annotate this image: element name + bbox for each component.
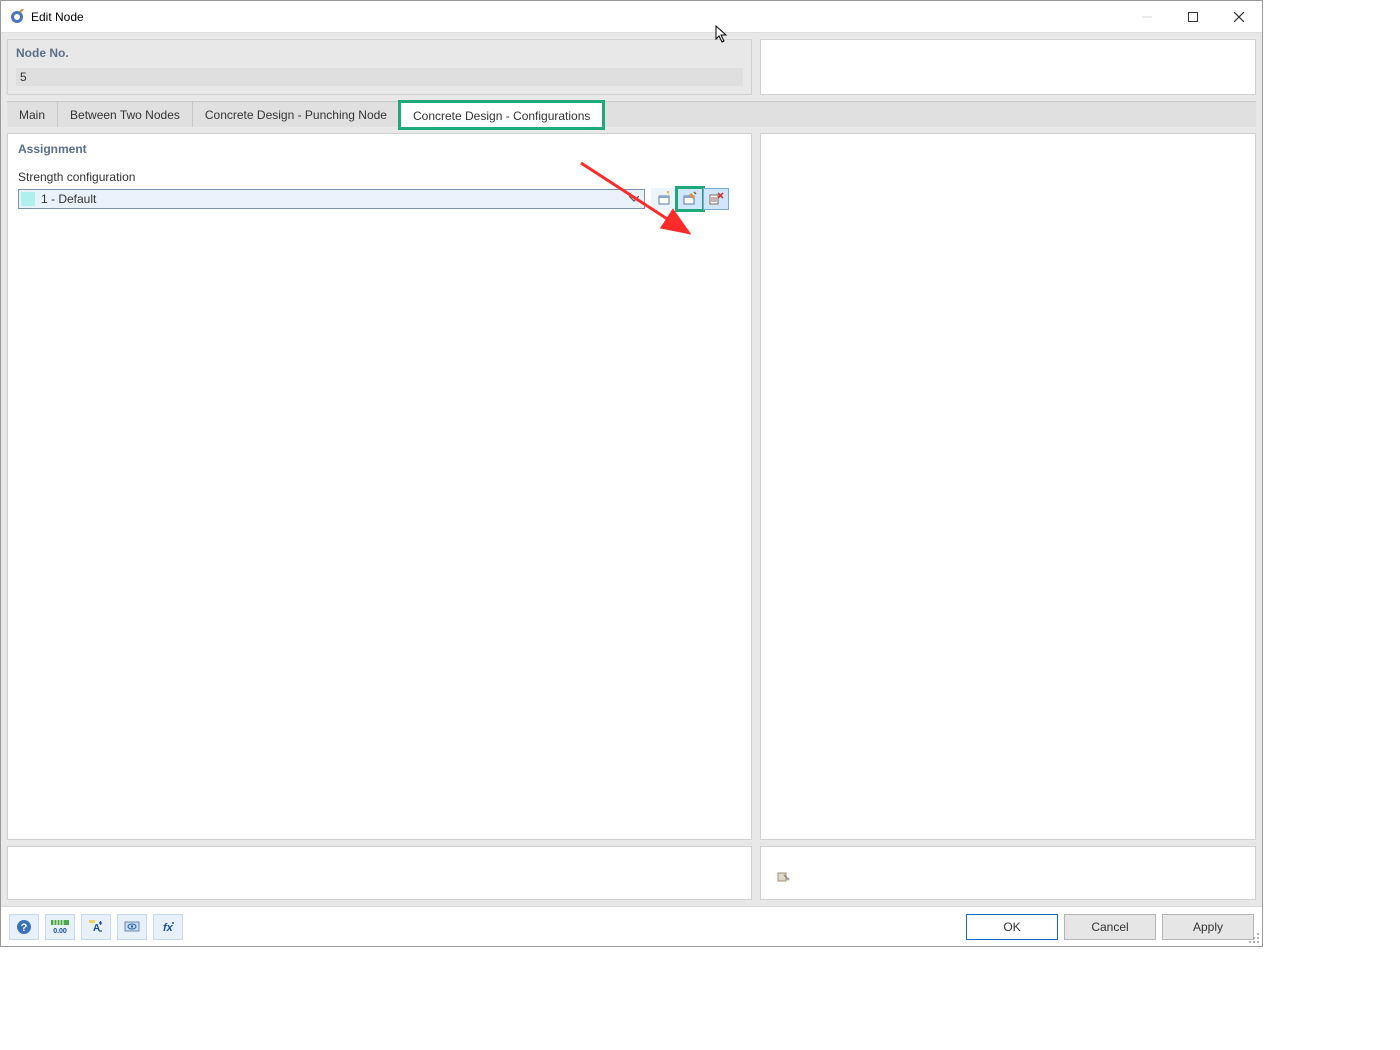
info-panel-right xyxy=(760,846,1256,900)
text-size-button[interactable]: A xyxy=(81,914,111,940)
tab-main[interactable]: Main xyxy=(7,102,58,127)
apply-button[interactable]: Apply xyxy=(1162,914,1254,940)
info-panel-left xyxy=(7,846,752,900)
assignment-header: Assignment xyxy=(8,134,751,160)
delete-config-button[interactable] xyxy=(703,188,729,210)
tab-between-two-nodes[interactable]: Between Two Nodes xyxy=(58,102,193,127)
node-number-group: Node No. xyxy=(7,39,752,95)
tab-concrete-design-punching-node[interactable]: Concrete Design - Punching Node xyxy=(193,102,400,127)
chevron-down-icon xyxy=(626,196,642,202)
node-number-label: Node No. xyxy=(16,46,743,60)
edit-config-icon xyxy=(682,191,698,207)
preview-panel xyxy=(760,133,1256,840)
svg-text:0.00: 0.00 xyxy=(53,928,67,934)
ok-button[interactable]: OK xyxy=(966,914,1058,940)
assignment-panel: Assignment Strength configuration 1 - De… xyxy=(7,133,752,840)
edit-node-window: Edit Node Node No. Main Between Two Node… xyxy=(0,0,1263,947)
view-icon xyxy=(124,919,140,935)
window-title: Edit Node xyxy=(31,10,84,24)
new-config-button[interactable] xyxy=(651,188,677,210)
view-button[interactable] xyxy=(117,914,147,940)
new-config-icon xyxy=(656,191,672,207)
units-icon: 0.00 xyxy=(51,920,69,934)
close-button[interactable] xyxy=(1216,1,1262,32)
cancel-button[interactable]: Cancel xyxy=(1064,914,1156,940)
combo-selected-text: 1 - Default xyxy=(41,192,626,206)
help-icon: ? xyxy=(16,919,32,935)
units-button[interactable]: 0.00 xyxy=(45,914,75,940)
pin-icon[interactable] xyxy=(775,870,791,889)
svg-text:fx: fx xyxy=(163,922,174,934)
node-number-input[interactable] xyxy=(16,68,743,86)
help-button[interactable]: ? xyxy=(9,914,39,940)
edit-config-button[interactable] xyxy=(677,188,703,210)
svg-text:?: ? xyxy=(21,922,28,934)
strength-config-row: 1 - Default xyxy=(18,188,741,210)
strength-config-label: Strength configuration xyxy=(18,170,741,184)
resize-grip-icon[interactable] xyxy=(1248,932,1260,944)
dialog-body: Node No. Main Between Two Nodes Concrete… xyxy=(1,33,1262,906)
svg-text:A: A xyxy=(93,923,100,934)
top-row: Node No. xyxy=(7,39,1256,95)
combo-color-swatch xyxy=(21,192,35,206)
tab-bar: Main Between Two Nodes Concrete Design -… xyxy=(7,101,1256,127)
formula-button[interactable]: fx xyxy=(153,914,183,940)
preview-panel-top xyxy=(760,39,1256,95)
formula-icon: fx xyxy=(160,919,176,935)
dialog-footer: ? 0.00 A xyxy=(1,906,1262,946)
minimize-button[interactable] xyxy=(1124,1,1170,32)
maximize-button[interactable] xyxy=(1170,1,1216,32)
main-row: Assignment Strength configuration 1 - De… xyxy=(7,133,1256,840)
delete-config-icon xyxy=(708,191,724,207)
app-icon xyxy=(9,9,25,25)
text-size-icon: A xyxy=(88,919,104,935)
bottom-row xyxy=(7,846,1256,900)
strength-config-combo[interactable]: 1 - Default xyxy=(18,189,645,209)
tab-concrete-design-configurations[interactable]: Concrete Design - Configurations xyxy=(400,102,603,128)
titlebar: Edit Node xyxy=(1,1,1262,33)
